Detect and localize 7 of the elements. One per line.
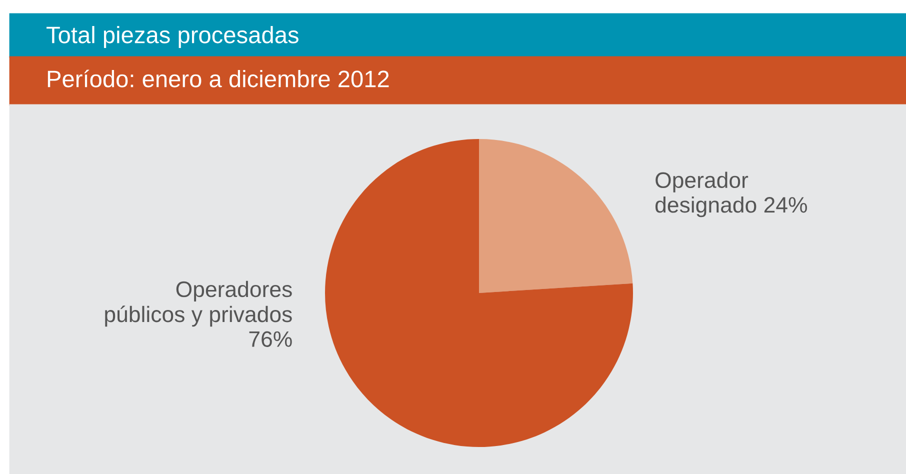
slice-label: Operadores públicos y privados [105,280,292,327]
slice-label: Operador designado 24% [655,172,807,218]
pie-slice [325,139,633,447]
pie-slice [479,139,633,293]
data-label: 76% [249,331,292,347]
chart-title: Total piezas procesadas [46,26,298,48]
chart-subtitle: Período: enero a diciembre 2012 [48,70,389,88]
